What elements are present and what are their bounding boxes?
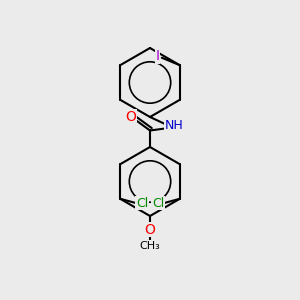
Text: CH₃: CH₃	[140, 241, 160, 251]
Text: Cl: Cl	[152, 197, 164, 210]
Text: O: O	[145, 223, 155, 236]
Text: O: O	[125, 110, 136, 124]
Text: I: I	[155, 49, 159, 63]
Text: Cl: Cl	[136, 197, 148, 210]
Text: NH: NH	[165, 119, 183, 133]
